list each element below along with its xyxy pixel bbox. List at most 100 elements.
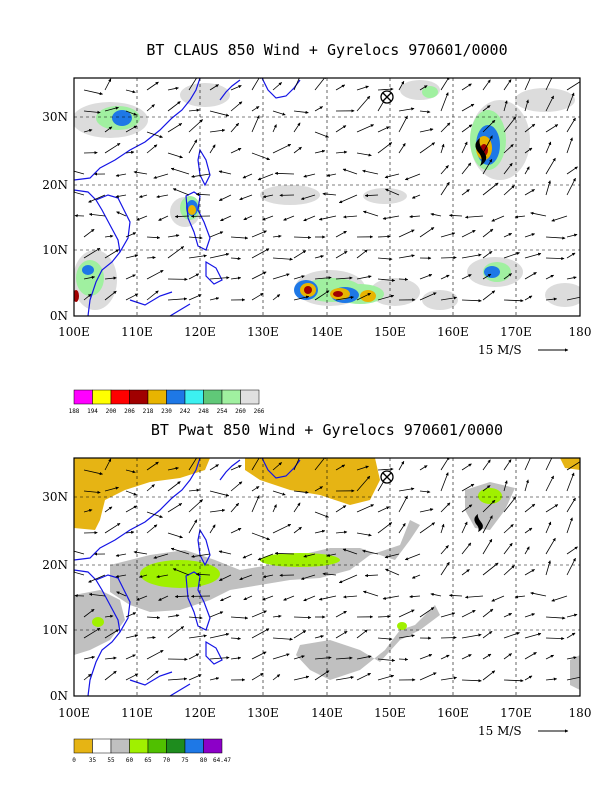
bottom-wind-arrow — [545, 677, 558, 681]
bottom-wind-arrow — [364, 573, 379, 578]
top-wind-arrow — [153, 173, 169, 179]
top-wind-arrow — [482, 158, 493, 175]
top-wind-arrow — [461, 124, 473, 133]
bottom-wind-arrow — [138, 574, 148, 578]
bottom-wind-arrow — [503, 632, 520, 639]
top-wind-arrow — [172, 188, 190, 196]
top-wind-arrow — [243, 215, 253, 221]
top-lon-tick: 170E — [500, 325, 532, 339]
top-wind-arrow — [104, 249, 119, 259]
top-wind-arrow — [398, 229, 415, 238]
bottom-wind-arrow — [335, 630, 348, 639]
top-wind-arrow — [167, 101, 181, 112]
top-colorbar-swatch — [129, 389, 149, 405]
bottom-wind-arrow — [209, 490, 230, 497]
bottom-wind-arrow — [409, 594, 421, 599]
bottom-colorbar: 0 35 55 60 65 70 75 80 64.47 — [72, 738, 231, 764]
top-wind-arrow — [272, 143, 292, 154]
bottom-wind-arrow — [482, 499, 496, 513]
bottom-wind-arrow — [503, 613, 512, 618]
top-wind-arrow — [343, 215, 358, 219]
bottom-wind-arrow — [482, 515, 493, 534]
top-wind-arrow — [524, 272, 537, 280]
top-wind-arrow — [464, 215, 484, 219]
top-colorbar-swatch — [240, 389, 260, 405]
top-wind-arrow — [303, 173, 316, 178]
bottom-map-frame — [73, 457, 581, 697]
bottom-wind-arrow — [461, 483, 475, 492]
bottom-wind-arrow — [104, 522, 121, 534]
top-lon-tick: 150E — [374, 325, 406, 339]
top-wind-arrow — [83, 293, 92, 301]
bottom-wind-arrow — [524, 613, 536, 618]
top-wind-arrow — [293, 78, 300, 91]
bottom-wind-arrow — [293, 615, 312, 620]
bottom-wind-arrow — [566, 656, 577, 660]
top-wind-arrow — [209, 276, 230, 280]
top-wind-arrow — [167, 86, 179, 91]
bottom-wind-arrow — [382, 595, 400, 600]
bottom-wind-arrow — [104, 670, 117, 681]
top-wind-arrow — [566, 177, 576, 196]
top-lat-tick: 30N — [42, 110, 68, 124]
bottom-colorbar-swatch — [147, 738, 167, 754]
top-wind-arrow — [482, 250, 493, 259]
top-wind-arrow — [335, 295, 354, 301]
bottom-wind-arrow — [188, 674, 202, 681]
top-wind-arrow — [188, 119, 203, 133]
bottom-wind-arrow — [440, 654, 450, 660]
bottom-wind-arrow — [251, 672, 264, 681]
top-wind-arrow — [524, 252, 542, 259]
bottom-wind-arrow — [461, 463, 472, 471]
top-wind-arrow — [491, 215, 505, 222]
top-wind-arrow — [461, 229, 476, 238]
top-wind-arrow — [377, 87, 394, 91]
bottom-wind-arrow — [524, 458, 532, 471]
top-wind-arrow — [314, 149, 326, 154]
top-wind-arrow — [335, 230, 347, 238]
bottom-colorbar-label: 55 — [107, 757, 115, 764]
bottom-wind-arrow — [461, 569, 470, 576]
top-wind-arrow — [251, 230, 267, 238]
bottom-wind-arrow — [88, 592, 106, 597]
bottom-wind-arrow — [464, 595, 484, 599]
top-wind-arrow — [482, 105, 491, 112]
bottom-wind-arrow — [524, 503, 536, 513]
bottom-wind-arrow — [230, 656, 242, 660]
top-wind-arrow — [566, 137, 573, 154]
top-wind-arrow — [377, 294, 395, 301]
top-wind-arrow — [440, 296, 458, 301]
bottom-wind-arrow — [514, 595, 526, 599]
bottom-colorbar-label: 75 — [181, 757, 189, 764]
top-colorbar-label: 254 — [217, 408, 228, 415]
top-lon-tick: 120E — [184, 325, 216, 339]
top-wind-arrow — [209, 252, 230, 259]
bottom-wind-arrow — [172, 568, 190, 576]
top-wind-arrow — [356, 124, 374, 133]
bottom-wind-arrow — [262, 574, 274, 579]
top-wind-arrow — [503, 185, 515, 196]
bottom-panel-title: BT Pwat 850 Wind + Gyrelocs 970601/0000 — [151, 421, 503, 439]
top-wind-arrow — [146, 236, 161, 240]
bottom-wind-arrow — [146, 524, 158, 534]
bottom-wind-arrow — [272, 523, 292, 534]
bottom-wind-arrow — [335, 505, 347, 513]
top-wind-arrow — [195, 192, 211, 196]
bottom-pwat-gold — [74, 458, 580, 530]
bottom-wind-arrow — [503, 679, 524, 683]
bottom-wind-arrow — [362, 590, 379, 597]
bottom-wind-arrow — [461, 633, 482, 639]
top-wind-arrow — [545, 236, 566, 240]
bottom-wind-arrow — [491, 595, 505, 602]
bottom-wind-arrow — [146, 616, 161, 620]
top-wind-arrow — [314, 106, 323, 112]
top-wind-arrow — [356, 95, 371, 112]
bottom-gyre-marker-circle-x — [380, 470, 394, 484]
bottom-wind-arrow — [167, 503, 183, 513]
top-wind-arrow — [362, 210, 379, 217]
bottom-wind-arrow — [170, 547, 190, 555]
bottom-wind-arrow — [545, 560, 551, 576]
top-wind-arrow — [524, 233, 536, 238]
top-colorbar: 188 194 200 206 218 230 242 248 254 260 266 — [69, 389, 265, 415]
top-wind-arrow — [88, 194, 106, 203]
